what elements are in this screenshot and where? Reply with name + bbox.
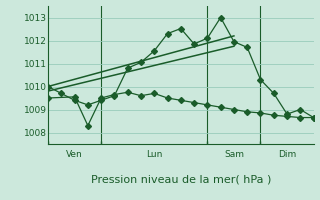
Text: Dim: Dim bbox=[278, 150, 296, 159]
Text: Sam: Sam bbox=[224, 150, 244, 159]
Text: Lun: Lun bbox=[146, 150, 163, 159]
Text: Pression niveau de la mer( hPa ): Pression niveau de la mer( hPa ) bbox=[91, 174, 271, 184]
Text: Ven: Ven bbox=[66, 150, 83, 159]
